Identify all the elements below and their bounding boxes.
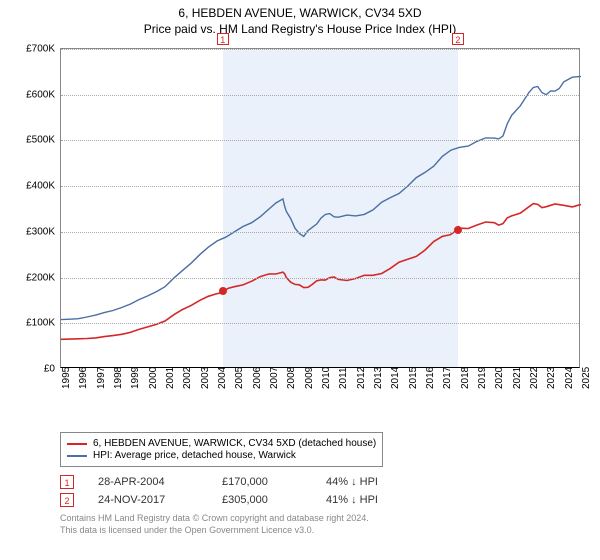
gridline-h	[61, 95, 579, 96]
x-axis-label: 2015	[408, 367, 419, 389]
x-axis-label: 2022	[529, 367, 540, 389]
transaction-delta: 41% ↓ HPI	[326, 494, 378, 506]
x-axis-label: 2003	[200, 367, 211, 389]
x-axis-label: 2016	[425, 367, 436, 389]
x-axis-label: 2012	[356, 367, 367, 389]
transaction-row: 1 28-APR-2004 £170,000 44% ↓ HPI	[60, 475, 580, 489]
x-axis-label: 1999	[130, 367, 141, 389]
x-axis-label: 2001	[165, 367, 176, 389]
x-axis-label: 2018	[460, 367, 471, 389]
transaction-row: 2 24-NOV-2017 £305,000 41% ↓ HPI	[60, 493, 580, 507]
transaction-rows: 1 28-APR-2004 £170,000 44% ↓ HPI 2 24-NOV-201…	[60, 475, 580, 507]
x-axis-label: 2013	[373, 367, 384, 389]
y-axis-label: £600K	[11, 89, 55, 100]
transaction-delta: 44% ↓ HPI	[326, 476, 378, 488]
transaction-date: 28-APR-2004	[98, 476, 198, 488]
gridline-h	[61, 186, 579, 187]
gridline-h	[61, 140, 579, 141]
y-axis-label: £200K	[11, 272, 55, 283]
legend-swatch	[67, 443, 87, 445]
x-axis-label: 1998	[113, 367, 124, 389]
x-axis-label: 2021	[512, 367, 523, 389]
x-axis-label: 2019	[477, 367, 488, 389]
legend-area: 6, HEBDEN AVENUE, WARWICK, CV34 5XD (det…	[60, 432, 580, 536]
y-axis-label: £100K	[11, 318, 55, 329]
footer: Contains HM Land Registry data © Crown c…	[60, 513, 580, 536]
x-axis-label: 1997	[96, 367, 107, 389]
gridline-h	[61, 49, 579, 50]
x-axis-label: 2025	[581, 367, 592, 389]
marker-dot-1	[219, 287, 227, 295]
x-axis-label: 1995	[61, 367, 72, 389]
x-axis-label: 2005	[234, 367, 245, 389]
title-line2: Price paid vs. HM Land Registry's House …	[0, 22, 600, 36]
series-hpi	[61, 76, 581, 319]
footer-line2: This data is licensed under the Open Gov…	[60, 525, 580, 537]
transaction-price: £170,000	[222, 476, 302, 488]
x-axis-label: 2002	[182, 367, 193, 389]
marker-label-2: 2	[452, 33, 464, 45]
legend-row: 6, HEBDEN AVENUE, WARWICK, CV34 5XD (det…	[67, 438, 376, 449]
chart-lines	[61, 49, 581, 369]
title-line1: 6, HEBDEN AVENUE, WARWICK, CV34 5XD	[0, 6, 600, 20]
y-axis-label: £0	[11, 364, 55, 375]
gridline-h	[61, 323, 579, 324]
y-axis-label: £700K	[11, 44, 55, 55]
chart-titles: 6, HEBDEN AVENUE, WARWICK, CV34 5XD Pric…	[0, 0, 600, 36]
x-axis-label: 2004	[217, 367, 228, 389]
x-axis-label: 2023	[546, 367, 557, 389]
legend-swatch	[67, 455, 87, 457]
y-axis-label: £400K	[11, 181, 55, 192]
y-axis-label: £300K	[11, 226, 55, 237]
x-axis-label: 1996	[78, 367, 89, 389]
x-axis-label: 2024	[564, 367, 575, 389]
x-axis-label: 2008	[286, 367, 297, 389]
x-axis-label: 2014	[390, 367, 401, 389]
x-axis-label: 2007	[269, 367, 280, 389]
transaction-marker: 2	[60, 493, 74, 507]
transaction-price: £305,000	[222, 494, 302, 506]
x-axis-label: 2017	[442, 367, 453, 389]
marker-dot-2	[454, 226, 462, 234]
gridline-h	[61, 232, 579, 233]
transaction-date: 24-NOV-2017	[98, 494, 198, 506]
marker-label-1: 1	[217, 33, 229, 45]
x-axis-label: 2010	[321, 367, 332, 389]
legend-label: HPI: Average price, detached house, Warw…	[93, 450, 296, 461]
x-axis-label: 2000	[148, 367, 159, 389]
series-property_price	[61, 204, 581, 340]
page: 6, HEBDEN AVENUE, WARWICK, CV34 5XD Pric…	[0, 0, 600, 560]
x-axis-label: 2011	[338, 367, 349, 389]
transaction-marker: 1	[60, 475, 74, 489]
plot-area: £0£100K£200K£300K£400K£500K£600K£700K199…	[60, 48, 580, 368]
footer-line1: Contains HM Land Registry data © Crown c…	[60, 513, 580, 525]
y-axis-label: £500K	[11, 135, 55, 146]
x-axis-label: 2020	[494, 367, 505, 389]
legend-label: 6, HEBDEN AVENUE, WARWICK, CV34 5XD (det…	[93, 438, 376, 449]
legend-box: 6, HEBDEN AVENUE, WARWICK, CV34 5XD (det…	[60, 432, 383, 467]
gridline-h	[61, 278, 579, 279]
legend-row: HPI: Average price, detached house, Warw…	[67, 450, 376, 461]
x-axis-label: 2006	[252, 367, 263, 389]
x-axis-label: 2009	[304, 367, 315, 389]
chart-area: £0£100K£200K£300K£400K£500K£600K£700K199…	[60, 48, 580, 398]
